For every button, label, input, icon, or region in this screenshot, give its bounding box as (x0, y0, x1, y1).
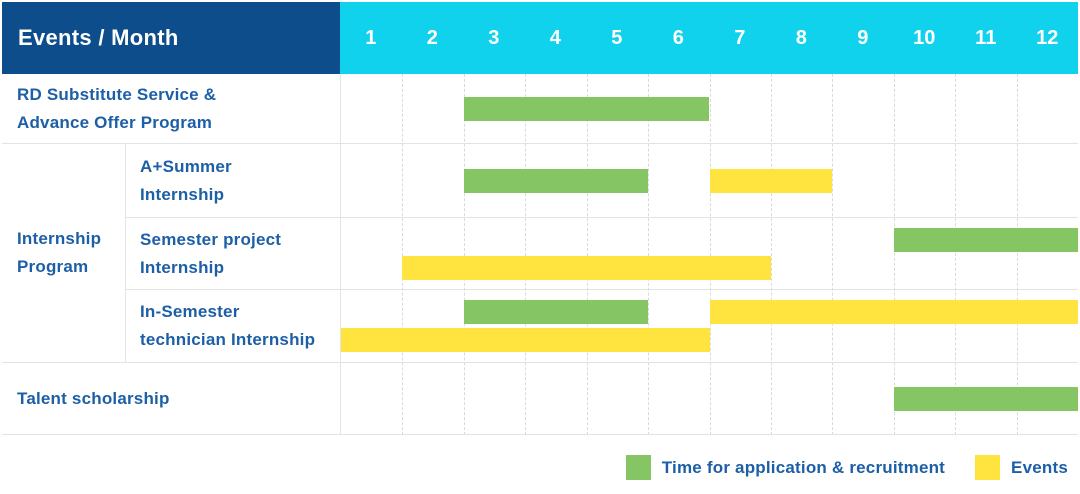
chart-row (340, 218, 1078, 289)
month-gridline (525, 74, 527, 435)
legend-item-events: Events (975, 455, 1068, 480)
bar-recruitment (463, 168, 649, 193)
bar-event (709, 168, 833, 193)
row-label-line: Internship (140, 257, 225, 277)
bar-event (709, 300, 1078, 324)
month-gridline (648, 74, 650, 435)
legend-label: Time for application & recruitment (661, 457, 946, 477)
legend-label: Events (1011, 457, 1068, 477)
row-label-semester-project: Semester project Internship (125, 218, 340, 289)
month-label: 10 (913, 26, 936, 49)
gridlines (341, 74, 1078, 435)
header-title: Events / Month (18, 25, 179, 50)
month-header: 1 2 3 4 5 6 7 8 9 10 11 12 (340, 2, 1078, 74)
month-gridline (402, 74, 404, 435)
bar-recruitment (893, 227, 1078, 252)
month-gridline (955, 74, 957, 435)
chart-row (340, 363, 1078, 434)
row-label-line: Advance Offer Program (17, 112, 213, 132)
table-header: Events / Month 1 2 3 4 5 6 7 8 9 10 11 12 (2, 2, 1078, 74)
month-label: 8 (795, 26, 807, 49)
month-label: 7 (734, 26, 746, 49)
table-row: In-Semester technician Internship (125, 290, 1078, 362)
month-gridline (463, 74, 465, 435)
month-gridline (709, 74, 711, 435)
internship-program-group: Internship Program A+Summer Internship S… (2, 144, 1078, 363)
bar-recruitment (463, 300, 649, 324)
group-label-line: Program (17, 257, 89, 276)
events-swatch-icon (975, 455, 1001, 480)
month-gridline (770, 74, 772, 435)
month-label: 2 (426, 26, 438, 49)
bar-event (402, 255, 771, 280)
row-label-line: Semester project (140, 229, 282, 249)
row-label-a-plus-summer: A+Summer Internship (125, 144, 340, 217)
row-label-line: In-Semester (140, 302, 240, 321)
chart-row (340, 144, 1078, 217)
month-gridline (586, 74, 588, 435)
gantt-table: Events / Month 1 2 3 4 5 6 7 8 9 10 11 12 RD Substi… (2, 2, 1078, 435)
chart-row (340, 290, 1078, 362)
group-sub-rows: A+Summer Internship Semester project Int… (125, 144, 1078, 362)
row-label-line: Internship (140, 184, 225, 204)
table-row: RD Substitute Service & Advance Offer Pr… (2, 74, 1078, 144)
legend-item-recruitment: Time for application & recruitment (625, 455, 946, 480)
month-gridline (893, 74, 895, 435)
month-label: 5 (611, 26, 623, 49)
row-label-line: technician Internship (140, 330, 316, 349)
bar-recruitment (893, 386, 1078, 411)
month-label: 3 (488, 26, 500, 49)
month-gridline (1016, 74, 1018, 435)
recruitment-swatch-icon (625, 455, 651, 480)
month-label: 12 (1036, 26, 1059, 49)
bar-event (341, 328, 710, 352)
month-label: 11 (975, 26, 997, 49)
table-row: A+Summer Internship (125, 144, 1078, 218)
events-month-header: Events / Month (2, 2, 340, 74)
group-label-internship-program: Internship Program (2, 144, 125, 362)
row-label-in-semester: In-Semester technician Internship (125, 290, 340, 362)
month-label: 9 (857, 26, 869, 49)
month-label: 4 (549, 26, 561, 49)
row-label-line: RD Substitute Service & (17, 84, 217, 104)
row-label-rd-substitute: RD Substitute Service & Advance Offer Pr… (2, 74, 340, 143)
table-row: Talent scholarship (2, 363, 1078, 435)
month-label: 1 (365, 26, 377, 49)
row-label-talent-scholarship: Talent scholarship (2, 363, 340, 434)
legend: Time for application & recruitment Event… (0, 455, 1080, 480)
bar-recruitment (463, 96, 710, 121)
group-label-line: Internship (17, 229, 102, 248)
month-gridline (832, 74, 834, 435)
chart-row (340, 74, 1078, 143)
row-label-line: Talent scholarship (17, 388, 170, 408)
month-label: 6 (672, 26, 684, 49)
table-row: Semester project Internship (125, 218, 1078, 290)
row-label-line: A+Summer (140, 156, 232, 176)
